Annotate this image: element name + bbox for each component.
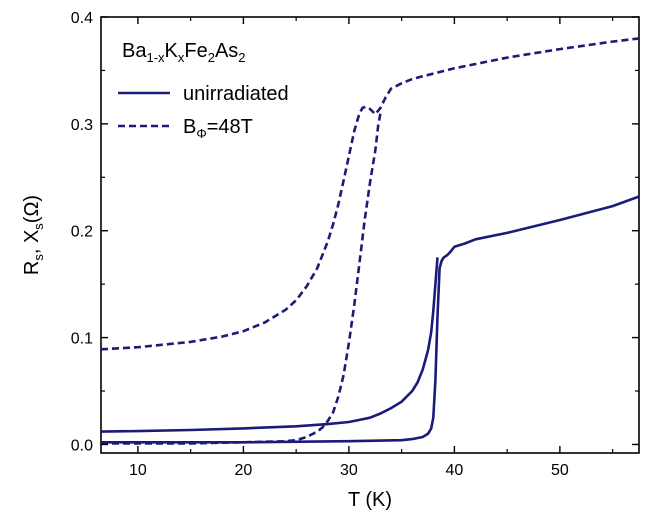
x-tick-label: 10 xyxy=(129,462,147,479)
curves xyxy=(100,37,640,445)
x-axis-label: T (K) xyxy=(348,489,392,511)
legend-title: Ba1-xKxFe2As2 xyxy=(122,40,246,65)
x-tick-label: 40 xyxy=(445,462,463,479)
series-unirradiated-curve-2 xyxy=(101,195,640,444)
x-axis-ticks: 10 20 30 40 50 xyxy=(129,17,614,479)
legend: Ba1-xKxFe2As2 unirradiated BΦ=48T xyxy=(118,40,289,141)
plot-area: 10 20 30 40 50 0.0 0.1 0.2 0.3 0.4 xyxy=(71,10,640,479)
plot-frame xyxy=(100,16,640,454)
y-axis-label: Rs, Xs(Ω) xyxy=(21,195,46,275)
series-irradiated-curve-2 xyxy=(101,112,382,445)
x-tick-label: 30 xyxy=(340,462,358,479)
series-unirradiated-curve-1 xyxy=(100,257,439,433)
series-irradiated-curve-1 xyxy=(100,37,640,351)
x-tick-label: 20 xyxy=(235,462,253,479)
y-axis-ticks: 0.0 0.1 0.2 0.3 0.4 xyxy=(71,10,639,454)
y-tick-label: 0.0 xyxy=(71,437,93,454)
x-tick-label: 50 xyxy=(551,462,569,479)
legend-entry-label: unirradiated xyxy=(183,83,289,105)
legend-entry-label: BΦ=48T xyxy=(183,116,253,141)
y-tick-label: 0.3 xyxy=(71,117,93,134)
y-tick-label: 0.4 xyxy=(71,10,93,27)
y-tick-label: 0.2 xyxy=(71,224,93,241)
y-tick-label: 0.1 xyxy=(71,331,93,348)
